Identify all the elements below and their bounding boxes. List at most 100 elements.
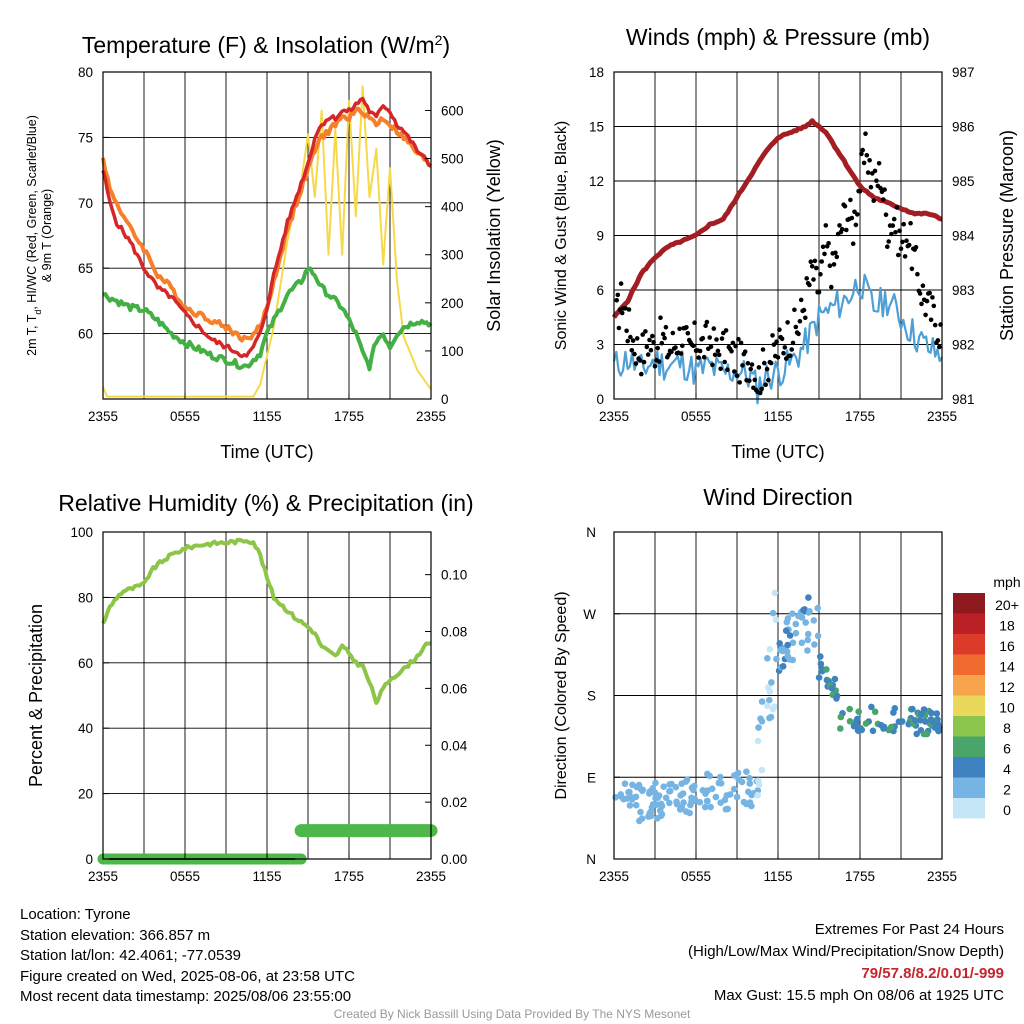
gust-point — [816, 290, 822, 295]
gust-point — [883, 212, 889, 217]
gust-point — [833, 250, 838, 256]
direction-point — [662, 794, 670, 802]
gust-point — [660, 331, 666, 337]
gust-point — [871, 198, 876, 203]
direction-point — [755, 781, 763, 788]
gust-point — [793, 324, 799, 330]
temp-x-tick-label: 2355 — [416, 409, 446, 424]
gust-point — [629, 348, 635, 353]
gust-point — [837, 223, 842, 228]
winds-chart-title: Winds (mph) & Pressure (mb) — [626, 24, 930, 50]
gust-point — [842, 203, 848, 209]
gust-point — [771, 342, 777, 347]
direction-point — [911, 717, 919, 724]
pressure-y-tick-label: 987 — [952, 65, 975, 80]
gust-point — [775, 355, 781, 360]
humidity-y-tick-label: 100 — [70, 525, 93, 540]
direction-point — [831, 675, 839, 683]
gust-point — [662, 335, 667, 341]
temp-y-tick-label: 65 — [78, 261, 93, 276]
gust-point — [807, 282, 812, 288]
direction-point — [855, 708, 862, 715]
winds-x-tick-label: 1155 — [763, 409, 792, 424]
direction-y-tick-label: N — [586, 525, 596, 540]
legend-label: 8 — [1003, 720, 1011, 736]
gust-point — [859, 151, 864, 157]
gust-point — [860, 147, 865, 153]
direction-point — [704, 770, 711, 778]
direction-point — [768, 679, 775, 686]
legend-swatch — [953, 613, 985, 634]
legend-swatch — [953, 695, 985, 716]
precip-y-tick-label: 0.10 — [441, 568, 467, 583]
gust-point — [740, 363, 745, 368]
direction-point — [632, 793, 640, 801]
direction-point — [913, 730, 920, 738]
gust-point — [915, 271, 920, 277]
direction-point — [823, 666, 830, 673]
credit-line: Created By Nick Bassill Using Data Provi… — [333, 1007, 691, 1021]
gust-point — [890, 223, 896, 228]
gust-point — [788, 353, 793, 359]
winds-x-tick-label: 2355 — [927, 409, 957, 424]
gust-point — [891, 216, 897, 222]
gust-point — [764, 366, 770, 372]
gust-point — [692, 320, 697, 326]
direction-point — [677, 792, 684, 799]
humidity-y-axis-label: Percent & Precipitation — [26, 604, 46, 787]
gust-point — [619, 310, 625, 316]
gust-point — [640, 332, 645, 337]
extremes-title: Extremes For Past 24 Hours — [814, 921, 1004, 938]
gust-point — [906, 242, 912, 248]
gust-point — [766, 377, 771, 383]
gust-point — [882, 187, 887, 192]
gust-point — [716, 352, 722, 358]
winds-y-tick-label: 3 — [596, 338, 604, 353]
extremes-subtitle: (High/Low/Max Wind/Precipitation/Snow De… — [688, 943, 1004, 960]
wind-direction-y-axis-label: Direction (Colored By Speed) — [553, 591, 570, 799]
direction-point — [837, 725, 844, 732]
gust-point — [819, 259, 824, 264]
gust-point — [897, 228, 902, 234]
gust-point — [659, 340, 665, 346]
temperature-x-axis-label: Time (UTC) — [220, 442, 313, 462]
direction-point — [869, 727, 877, 735]
station-info: Location: Tyrone Station elevation: 366.… — [20, 905, 355, 1008]
gust-point — [615, 292, 621, 298]
direction-point — [810, 617, 818, 624]
gust-point — [839, 226, 845, 232]
gust-point — [814, 265, 819, 271]
gust-point — [924, 298, 930, 304]
direction-point — [637, 808, 644, 816]
direction-point — [846, 718, 854, 725]
pressure-y-tick-label: 984 — [952, 229, 975, 244]
gust-point — [901, 221, 906, 227]
humidity-x-tick-label: 2355 — [416, 869, 446, 884]
direction-point — [691, 782, 698, 790]
gust-point — [804, 276, 809, 281]
direction-point — [646, 790, 653, 797]
gust-point — [715, 348, 721, 354]
direction-point — [745, 788, 752, 796]
winds-x-axis-label: Time (UTC) — [731, 442, 824, 462]
direction-point — [918, 710, 925, 718]
direction-x-tick-label: 1155 — [763, 869, 792, 884]
legend-swatch — [953, 675, 985, 696]
direction-point — [772, 616, 780, 623]
gust-point — [935, 338, 941, 343]
gust-point — [616, 325, 622, 331]
direction-point — [746, 780, 754, 787]
direction-y-tick-label: N — [586, 852, 596, 867]
winds-y-tick-label: 0 — [596, 392, 604, 407]
gust-point — [732, 369, 737, 374]
direction-y-tick-label: W — [583, 607, 596, 622]
gust-point — [742, 349, 748, 355]
temp-y-tick-label: 75 — [78, 130, 93, 145]
legend-label: 4 — [1003, 761, 1011, 777]
gust-point — [723, 328, 729, 333]
direction-point — [678, 780, 685, 787]
direction-point — [789, 610, 796, 617]
gust-point — [632, 351, 637, 357]
temperature-chart-title: Temperature (F) & Insolation (W/m2) — [82, 32, 450, 58]
gust-point — [684, 325, 689, 330]
